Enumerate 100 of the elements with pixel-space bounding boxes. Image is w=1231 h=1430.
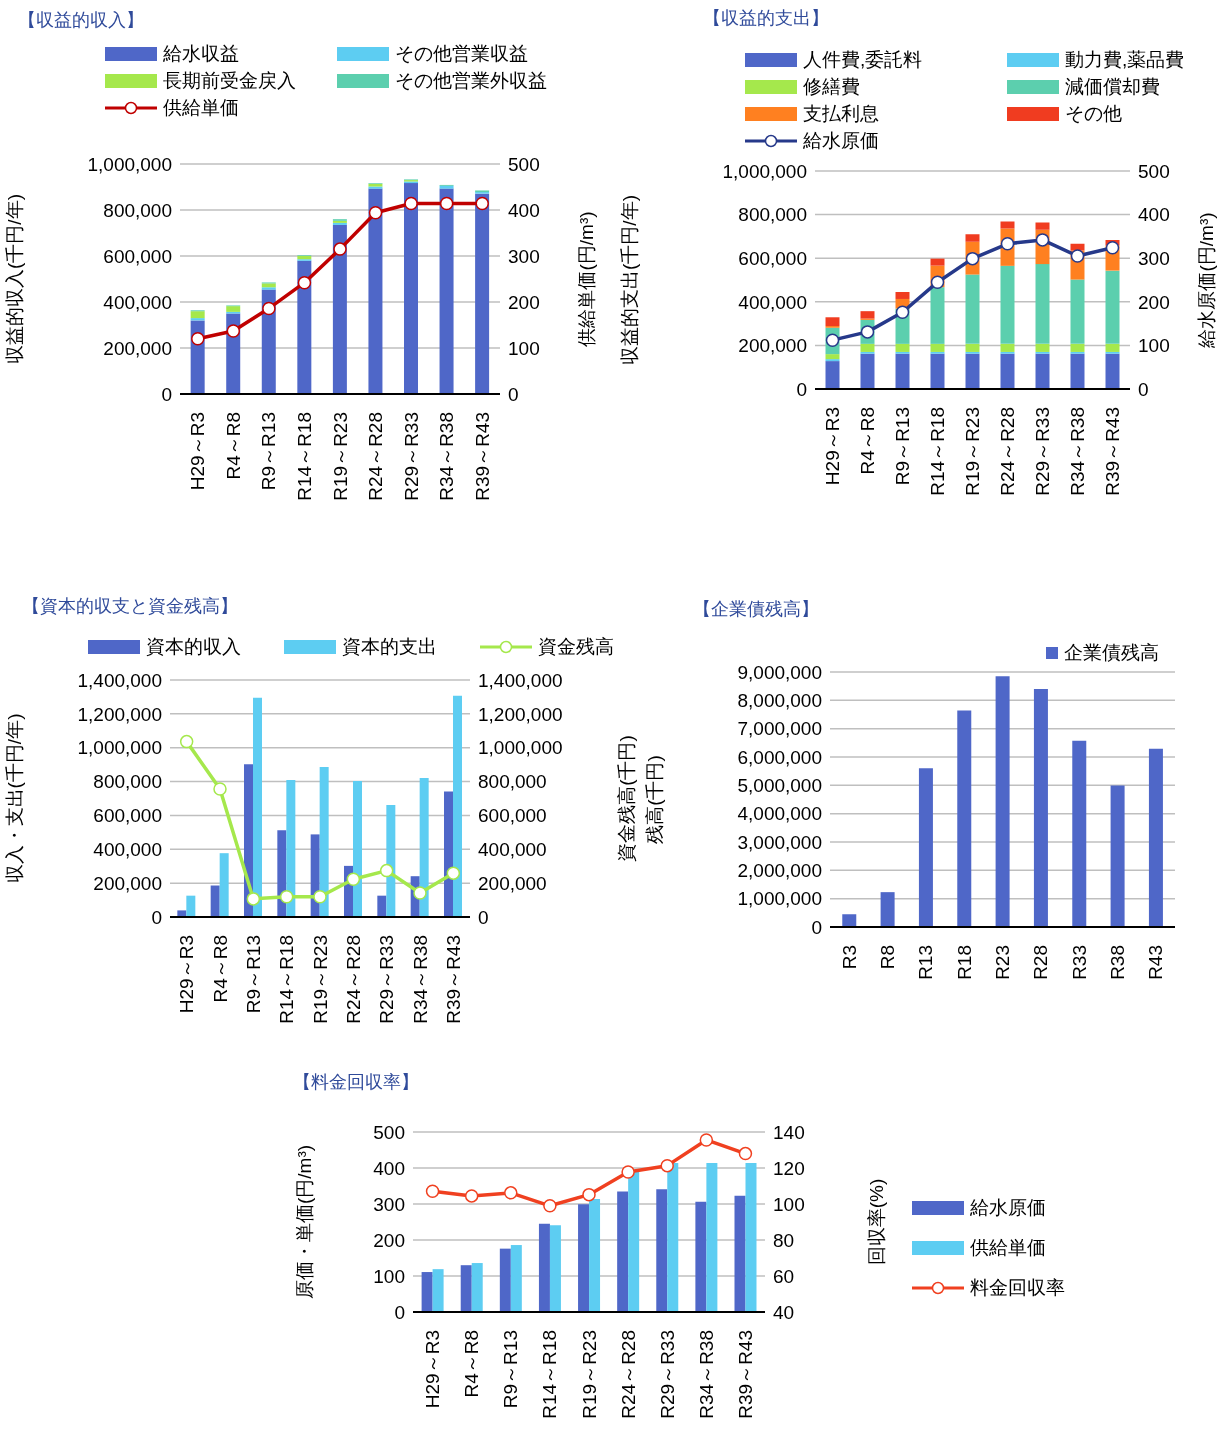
y-tick-label: 600,000 [738,247,807,269]
legend-label: その他営業収益 [395,41,528,66]
y-tick-label: 1,000,000 [737,888,822,910]
x-tick-label: R4～R8 [461,1330,483,1398]
x-tick-label: R19～R23 [329,412,351,501]
x-tick-label: R39～R43 [471,412,493,501]
x-tick-label: R39～R43 [442,935,464,1024]
y-axis-title: 残高(千円) [643,755,665,844]
y2-tick-label: 0 [1138,378,1149,400]
x-tick-label: R4～R8 [857,407,878,475]
legend-label: その他営業外収益 [395,68,547,93]
legend-label: 供給単価 [970,1236,1046,1260]
x-tick-label: R29～R33 [400,412,422,501]
x-tick-label: R29～R33 [656,1330,678,1419]
x-tick-label: R34～R38 [1067,407,1088,496]
x-tick-label: R19～R23 [309,935,331,1024]
y2-tick-label: 600,000 [478,805,547,827]
y2-tick-label: 400 [508,199,540,221]
x-tick-label: R24～R28 [997,407,1018,496]
x-tick-label: R39～R43 [734,1330,756,1419]
y2-tick-label: 100 [508,337,540,359]
legend-label: 給水原価 [970,1196,1046,1220]
y-tick-label: 4,000,000 [737,803,822,825]
legend-label: 資本的収入 [146,634,241,659]
y-tick-label: 600,000 [93,805,162,827]
x-tick-label: R34～R38 [695,1330,717,1419]
legend-label: 動力費,薬品費 [1065,47,1185,72]
x-tick-label: R23 [992,945,1013,980]
legend-label: 減価償却費 [1065,74,1160,99]
x-tick-label: R9～R13 [242,935,264,1014]
y2-tick-label: 1,000,000 [478,737,563,759]
x-tick-label: R19～R23 [578,1330,600,1419]
legend-label: 資金残高 [538,634,614,659]
y-tick-label: 500 [373,1121,405,1143]
x-tick-label: R4～R8 [209,935,231,1003]
y-tick-label: 0 [151,906,162,928]
y-tick-label: 1,000,000 [77,737,162,759]
y2-tick-label: 40 [773,1301,795,1323]
y-tick-label: 0 [394,1301,405,1323]
y-tick-label: 300 [373,1193,405,1215]
y2-tick-label: 0 [508,383,519,405]
y2-tick-label: 200,000 [478,872,547,894]
y-tick-label: 400,000 [93,839,162,861]
legend-label: 資本的支出 [342,634,437,659]
x-tick-label: H29～R3 [422,1330,444,1409]
y-tick-label: 1,400,000 [77,669,162,691]
legend-label: 料金回収率 [970,1276,1065,1300]
y2-tick-label: 400 [1138,204,1170,226]
y2-tick-label: 100 [1138,335,1170,357]
legend-label: 給水収益 [163,41,239,66]
y-tick-label: 7,000,000 [737,718,822,740]
x-tick-label: R14～R18 [293,412,315,501]
x-tick-label: R9～R13 [500,1330,522,1409]
x-tick-label: R14～R18 [276,935,298,1024]
x-tick-label: R43 [1145,945,1167,980]
chart-title: 【企業債残高】 [693,598,819,621]
x-tick-label: R4～R8 [222,412,244,480]
x-tick-label: R39～R43 [1102,407,1123,496]
y-tick-label: 2,000,000 [737,860,822,882]
chart-title: 【収益的支出】 [703,7,829,30]
x-tick-label: R34～R38 [409,935,431,1024]
y2-axis-title: 資金残高(千円) [615,735,637,862]
y-tick-label: 9,000,000 [737,661,822,683]
legend-label: 人件費,委託料 [803,47,923,72]
y-tick-label: 200,000 [103,337,172,359]
y-tick-label: 1,200,000 [77,703,162,725]
x-tick-label: R28 [1030,945,1052,980]
y-tick-label: 200 [373,1229,405,1251]
y-tick-label: 800,000 [103,199,172,221]
legend-label: 修繕費 [803,74,860,99]
legend-label: 給水原価 [803,128,879,153]
y2-tick-label: 0 [478,906,489,928]
y2-tick-label: 1,400,000 [478,669,563,691]
y-tick-label: 800,000 [738,204,807,226]
x-tick-label: R18 [953,945,975,980]
y2-tick-label: 200 [508,291,540,313]
x-tick-label: H29～R3 [822,407,843,486]
x-tick-label: H29～R3 [187,412,209,491]
y-tick-label: 1,000,000 [87,153,172,175]
y-axis-title: 収益的収入(千円/年) [3,194,25,364]
y-tick-label: 400,000 [103,291,172,313]
y2-tick-label: 500 [1138,160,1170,182]
x-tick-label: R29～R33 [1032,407,1053,496]
y-tick-label: 3,000,000 [737,831,822,853]
x-tick-label: R14～R18 [927,407,948,496]
legend-label: 支払利息 [803,101,879,126]
x-tick-label: H29～R3 [176,935,198,1014]
legend-label: 供給単価 [163,95,239,120]
y-tick-label: 200,000 [738,335,807,357]
y2-tick-label: 140 [773,1121,805,1143]
y2-tick-label: 1,200,000 [478,703,563,725]
x-tick-label: R24～R28 [365,412,387,501]
legend-label: 企業債残高 [1064,640,1159,665]
y2-tick-label: 60 [773,1265,795,1287]
x-tick-label: R19～R23 [962,407,983,496]
y-tick-label: 0 [161,383,172,405]
y2-tick-label: 500 [508,153,540,175]
x-tick-label: R9～R13 [892,407,913,486]
y-tick-label: 0 [796,378,807,400]
y-tick-label: 200,000 [93,872,162,894]
